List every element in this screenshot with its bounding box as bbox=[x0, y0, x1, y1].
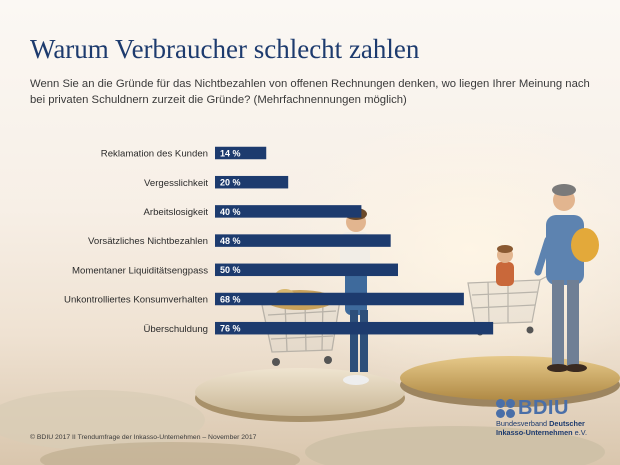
chart-subtitle: Wenn Sie an die Gründe für das Nichtbeza… bbox=[30, 78, 590, 106]
bar bbox=[215, 292, 464, 306]
bdiu-logo-icon bbox=[496, 398, 516, 419]
shopping-cart-right bbox=[467, 271, 556, 325]
bar bbox=[215, 234, 391, 247]
category-label: Vorsätzliches Nichtbezahlen bbox=[88, 236, 208, 247]
bdiu-wordmark: BDIU bbox=[518, 397, 569, 419]
bar bbox=[215, 263, 398, 277]
bar bbox=[215, 205, 362, 218]
bar bbox=[215, 175, 289, 189]
category-label: Überschuldung bbox=[143, 324, 208, 335]
category-label: Reklamation des Kunden bbox=[101, 149, 208, 160]
value-label: 48 % bbox=[220, 236, 241, 246]
category-label: Vergesslichkeit bbox=[144, 178, 208, 189]
chart-title: Warum Verbraucher schlecht zahlen bbox=[30, 34, 420, 64]
coin bbox=[305, 426, 605, 465]
value-label: 14 % bbox=[220, 148, 241, 158]
value-label: 20 % bbox=[220, 178, 241, 188]
category-label: Momentaner Liquiditätsengpass bbox=[72, 265, 208, 276]
bar bbox=[215, 321, 494, 335]
value-label: 68 % bbox=[220, 294, 241, 304]
logo-line-1: Bundesverband Deutscher bbox=[496, 419, 585, 428]
value-label: 76 % bbox=[220, 324, 241, 334]
figure-shopper-right bbox=[534, 184, 599, 372]
value-label: 40 % bbox=[220, 207, 241, 217]
coin bbox=[40, 442, 300, 465]
bar bbox=[215, 146, 267, 160]
category-label: Arbeitslosigkeit bbox=[143, 207, 208, 218]
value-label: 50 % bbox=[220, 265, 241, 275]
coin bbox=[0, 390, 205, 450]
category-label: Unkontrolliertes Konsumverhalten bbox=[64, 295, 208, 306]
footer-copyright: © BDIU 2017 II Trendumfrage der Inkasso-… bbox=[30, 434, 257, 441]
figure-child bbox=[496, 245, 514, 286]
bdiu-logo: BDIU Bundesverband Deutscher Inkasso-Unt… bbox=[496, 397, 596, 437]
logo-line-2: Inkasso-Unternehmen e.V. bbox=[496, 427, 587, 437]
